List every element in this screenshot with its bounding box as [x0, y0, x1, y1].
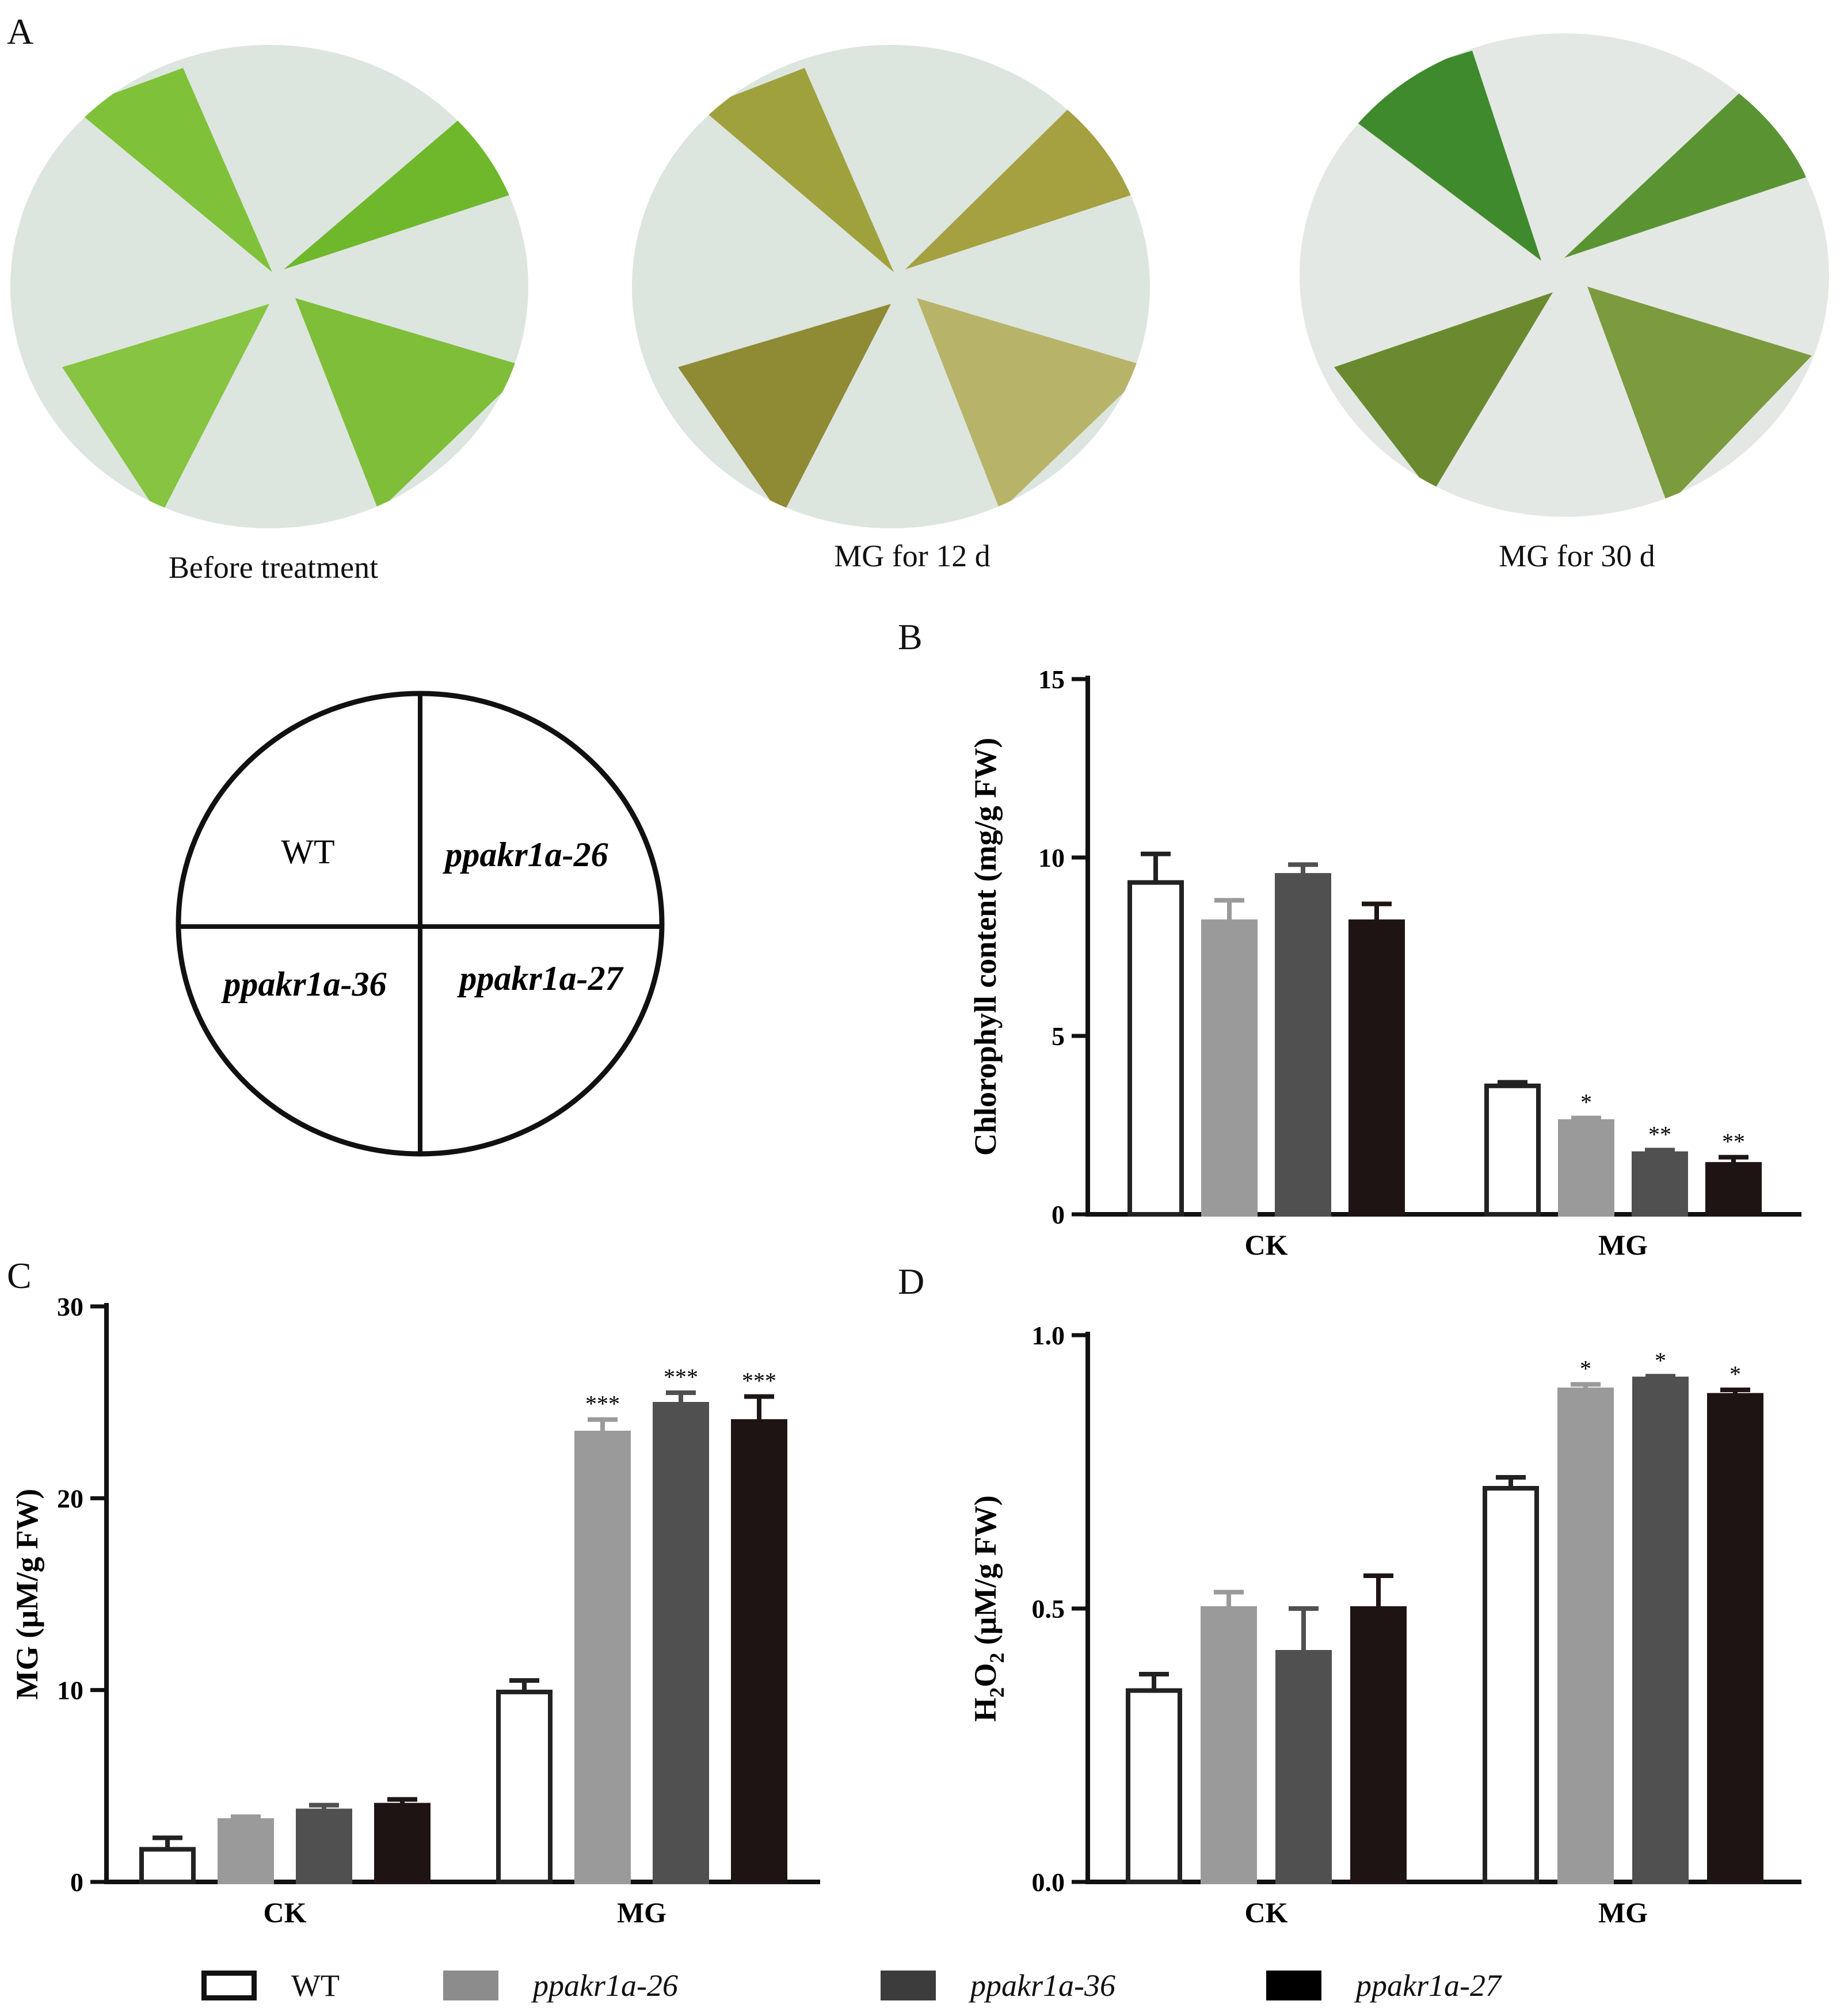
y-tick-label-b-3: 15	[1038, 665, 1065, 694]
legend-item-ppakr1a-27: ppakr1a-27	[1266, 1960, 1501, 2011]
panel-letter-a: A	[7, 11, 34, 52]
bar-c-ppakr1a-26-mg	[574, 1431, 631, 1884]
legend-item-wt: WT	[201, 1960, 340, 2011]
legend-label-wt: WT	[291, 1968, 340, 2003]
chart-d-h2o2: 0.0 0.5 1.0 H2O2 (μM/g FW) CK * * * MG	[968, 1321, 1801, 1929]
legend-swatch-wt	[201, 1971, 257, 2000]
bar-d-ppakr1a-27-mg	[1707, 1393, 1763, 1884]
bar-d-wt-ck	[1126, 1688, 1182, 1884]
x-category-label-d-mg: MG	[1598, 1896, 1648, 1929]
bar-b-wt-ck	[1127, 880, 1184, 1217]
leaf-ppakr1a-26	[284, 100, 511, 269]
y-tick-label-b-0: 0	[1052, 1200, 1065, 1229]
panel-letter-b: B	[898, 616, 923, 657]
y-tick-label-b-1: 5	[1052, 1022, 1065, 1051]
panel-letter-c: C	[7, 1255, 32, 1296]
bar-d-ppakr1a-36-ck	[1275, 1650, 1332, 1884]
chart-c-mg: 0 10 20 30 MG (μM/g FW) CK *** *** *** MG	[10, 1292, 820, 1929]
legend-label-ppakr1a-26: ppakr1a-26	[533, 1968, 678, 2003]
layout-label-wt: WT	[281, 833, 334, 871]
y-tick-label-c-0: 0	[70, 1868, 83, 1897]
layout-label-ppakr1a-27: ppakr1a-27	[456, 959, 623, 997]
y-tick-label-c-2: 20	[57, 1484, 83, 1513]
sig-label-b-ppakr1a-27-mg: **	[1722, 1129, 1745, 1154]
sig-label-d-ppakr1a-26-mg: *	[1580, 1356, 1591, 1382]
legend-swatch-ppakr1a-27	[1266, 1971, 1321, 2000]
caption-mg-12d: MG for 12 d	[834, 539, 991, 573]
y-tick-label-d-2: 1.0	[1032, 1321, 1065, 1350]
bar-b-wt-mg	[1484, 1083, 1541, 1217]
y-tick-label-d-0: 0.0	[1032, 1868, 1065, 1897]
x-category-label-d-ck: CK	[1245, 1896, 1288, 1929]
bar-c-ppakr1a-36-ck	[296, 1808, 352, 1885]
sig-label-c-ppakr1a-26-mg: ***	[585, 1391, 620, 1417]
legend-swatch-ppakr1a-26	[443, 1971, 498, 2000]
plate-before-svg	[10, 45, 528, 528]
caption-mg-30d: MG for 30 d	[1499, 539, 1655, 573]
bar-d-ppakr1a-26-mg	[1557, 1388, 1614, 1884]
x-category-label-b-ck: CK	[1245, 1229, 1288, 1261]
bar-b-ppakr1a-27-mg	[1705, 1162, 1762, 1217]
bar-b-ppakr1a-36-ck	[1275, 873, 1331, 1217]
leaf-ppakr1a-27	[295, 298, 528, 511]
sig-label-d-ppakr1a-36-mg: *	[1655, 1347, 1666, 1373]
y-axis-title-d: H2O2 (μM/g FW)	[968, 1495, 1008, 1722]
leaf-ppakr1a-36	[62, 304, 269, 517]
sig-label-b-ppakr1a-26-mg: *	[1580, 1089, 1592, 1115]
bar-d-ppakr1a-36-mg	[1632, 1377, 1689, 1884]
bar-d-ppakr1a-27-ck	[1350, 1606, 1407, 1884]
leaf-wt	[74, 68, 272, 272]
legend-label-ppakr1a-36: ppakr1a-36	[970, 1968, 1115, 2003]
bar-c-wt-ck	[139, 1847, 196, 1884]
x-category-label-c-ck: CK	[264, 1896, 307, 1929]
legend-item-ppakr1a-36: ppakr1a-36	[881, 1960, 1115, 2011]
bar-b-ppakr1a-36-mg	[1632, 1151, 1688, 1217]
x-category-label-b-mg: MG	[1598, 1229, 1648, 1261]
sig-label-c-ppakr1a-36-mg: ***	[664, 1364, 698, 1390]
bar-d-wt-mg	[1483, 1486, 1539, 1884]
bar-c-ppakr1a-27-ck	[374, 1802, 431, 1885]
x-category-label-c-mg: MG	[617, 1896, 666, 1929]
plate-mg30-svg	[1300, 33, 1829, 517]
y-tick-label-c-3: 30	[57, 1292, 83, 1321]
panel-letter-d: D	[898, 1261, 925, 1302]
y-tick-label-b-2: 10	[1038, 843, 1065, 872]
bar-b-ppakr1a-26-mg	[1558, 1119, 1614, 1217]
legend-label-ppakr1a-27: ppakr1a-27	[1356, 1968, 1501, 2003]
sig-label-b-ppakr1a-36-mg: **	[1648, 1121, 1671, 1147]
legend-item-ppakr1a-26: ppakr1a-26	[443, 1960, 678, 2011]
bar-c-ppakr1a-27-mg	[731, 1419, 787, 1884]
y-axis-title-c: MG (μM/g FW)	[10, 1489, 44, 1700]
legend: WT ppakr1a-26 ppakr1a-36 ppakr1a-27	[196, 1960, 1750, 2011]
plate-photo-before-treatment	[10, 45, 528, 528]
plate-layout-key: WT ppakr1a-26 ppakr1a-36 ppakr1a-27	[176, 691, 665, 1157]
plate-photo-mg-12d	[632, 45, 1150, 528]
layout-label-ppakr1a-26: ppakr1a-26	[442, 836, 608, 874]
bar-d-ppakr1a-26-ck	[1201, 1606, 1257, 1884]
sig-label-d-ppakr1a-27-mg: *	[1729, 1361, 1741, 1387]
bar-b-ppakr1a-27-ck	[1348, 919, 1405, 1217]
bar-c-ppakr1a-36-mg	[653, 1402, 709, 1884]
sig-label-c-ppakr1a-27-mg: ***	[742, 1368, 776, 1394]
y-tick-label-d-1: 0.5	[1032, 1594, 1065, 1624]
bar-b-ppakr1a-26-ck	[1201, 919, 1258, 1217]
legend-swatch-ppakr1a-36	[881, 1971, 936, 2000]
y-axis-title-b: Chlorophyll content (mg/g FW)	[968, 738, 1003, 1156]
caption-before-treatment: Before treatment	[168, 550, 379, 585]
plate-mg12-svg	[632, 45, 1150, 528]
bar-c-ppakr1a-26-ck	[218, 1818, 274, 1884]
bar-c-wt-mg	[496, 1690, 553, 1884]
y-tick-label-c-1: 10	[57, 1676, 83, 1705]
plate-photo-mg-30d	[1300, 33, 1829, 517]
layout-label-ppakr1a-36: ppakr1a-36	[220, 965, 386, 1003]
